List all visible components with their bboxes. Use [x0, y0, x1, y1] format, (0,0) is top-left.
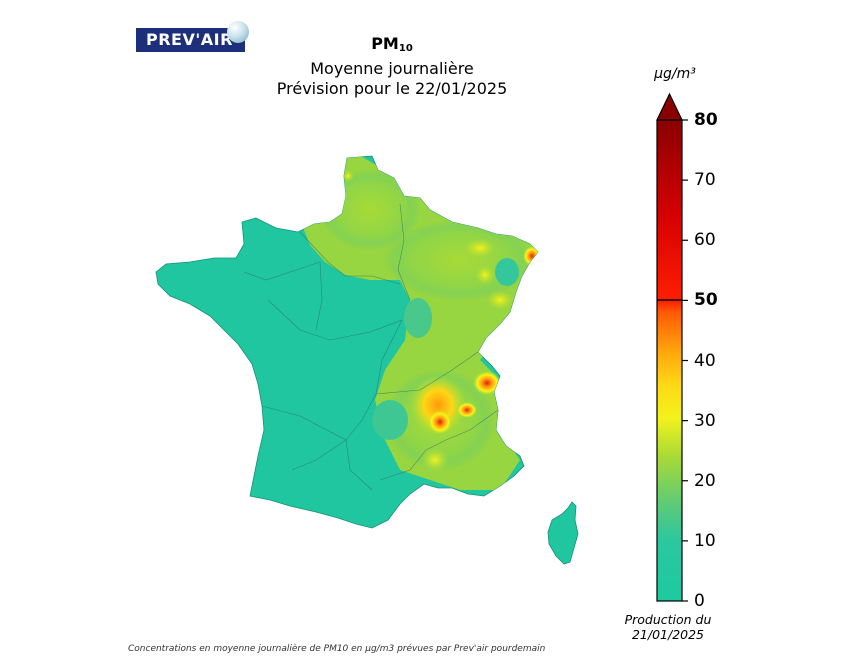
production-line-1: Production du [624, 612, 712, 627]
pollutant-title: PM10 [230, 34, 554, 59]
pollutant-subscript: 10 [398, 43, 413, 54]
globe-icon [227, 21, 249, 43]
colorbar-tick-label: 80 [694, 110, 718, 130]
colorbar-tick-label: 10 [694, 530, 716, 551]
colorbar [656, 92, 688, 602]
colorbar-ticks [682, 119, 688, 602]
colorbar-unit: µg/m³ [654, 66, 696, 82]
concentration-field [300, 156, 538, 490]
logo-text: PREV'AIR [146, 30, 233, 49]
colorbar-tick-label: 70 [694, 170, 716, 191]
production-date: Production du 21/01/2025 [612, 612, 724, 642]
production-line-2: 21/01/2025 [631, 627, 705, 642]
colorbar-tick-label: 0 [694, 591, 705, 611]
colorbar-tick-label: 50 [694, 290, 718, 311]
corsica-outline [547, 501, 579, 565]
title-line-2: Moyenne journalière [310, 59, 474, 78]
colorbar-tick-label: 30 [694, 410, 716, 431]
colorbar-gradient [656, 119, 683, 602]
colorbar-tick-label: 40 [694, 350, 716, 371]
colorbar-tick-label: 60 [694, 230, 716, 251]
colorbar-tick-label: 20 [694, 470, 716, 491]
prevair-logo: PREV'AIR [136, 21, 249, 52]
colorbar-extend-arrow [656, 92, 683, 121]
footnote: Concentrations en moyenne journalière de… [128, 644, 546, 654]
pollutant-name: PM [371, 34, 399, 53]
title-line-3: Prévision pour le 22/01/2025 [276, 79, 508, 98]
region-borders [243, 203, 499, 491]
map-title: PM10 Moyenne journalière Prévision pour … [230, 34, 554, 99]
